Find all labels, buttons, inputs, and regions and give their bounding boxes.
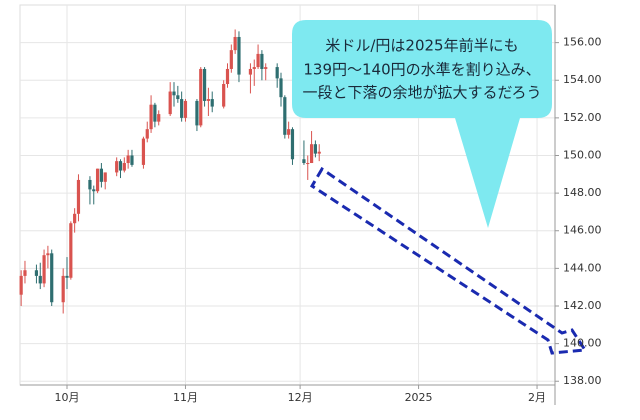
candle-body [118, 161, 123, 171]
candle-body [199, 68, 203, 126]
y-tick-label: 142.00 [563, 299, 602, 312]
candle-body [225, 68, 230, 85]
annotation: 米ドル/円は2025年前半にも [325, 37, 518, 55]
candle-body [313, 144, 317, 154]
y-tick-label: 152.00 [563, 111, 602, 124]
candle-body [103, 172, 107, 182]
y-tick-label: 148.00 [563, 186, 602, 199]
candle-body [73, 213, 77, 224]
candle-body [195, 100, 199, 126]
candle-body [202, 68, 207, 101]
y-tick-label: 150.00 [563, 148, 602, 161]
candles [19, 29, 321, 314]
callout-bubble [292, 20, 552, 228]
candle-body [149, 104, 153, 130]
candle-body [42, 255, 46, 284]
x-tick-label: 2月 [528, 391, 546, 404]
candle-body [210, 99, 214, 107]
candle-body [275, 67, 279, 79]
candle-body [88, 179, 92, 190]
candle-body [176, 95, 180, 100]
y-tick-label: 140.00 [563, 337, 602, 350]
candle-body [248, 68, 253, 75]
annotation: 139円～140円の水準を割り込み、 [303, 61, 540, 79]
candle-body [145, 129, 149, 139]
y-tick-label: 156.00 [563, 36, 602, 49]
candle-body [180, 99, 184, 118]
candle-body [283, 97, 287, 135]
candle-body [306, 163, 310, 165]
annotation: 一段と下落の余地が拡大するだろう [302, 84, 541, 102]
forecast-arrow [309, 166, 588, 355]
x-tick-label: 11月 [173, 391, 198, 404]
candle-body [23, 270, 27, 276]
candle-body [252, 67, 256, 69]
y-tick-label: 154.00 [563, 73, 602, 86]
candle-body [153, 104, 157, 122]
candle-body [141, 138, 146, 165]
candle-body [233, 36, 237, 51]
candle-body [287, 129, 291, 135]
candle-body [95, 168, 100, 192]
candle-body [168, 91, 172, 115]
candle-body [130, 155, 134, 165]
candle-body [122, 163, 126, 171]
candle-body [279, 78, 283, 98]
candle-body [237, 36, 241, 75]
x-tick-label: 12月 [288, 391, 313, 404]
candle-body [46, 253, 50, 256]
y-tick-label: 138.00 [563, 374, 602, 387]
candle-body [38, 275, 42, 284]
candle-body [183, 100, 188, 118]
y-tick-label: 146.00 [563, 224, 602, 237]
candle-body [99, 168, 103, 182]
candle-body [76, 179, 81, 214]
candle-body [69, 223, 73, 278]
y-tick-label: 144.00 [563, 261, 602, 274]
candle-body [229, 50, 233, 69]
candle-body [206, 99, 210, 101]
candle-body [19, 275, 23, 295]
candle-body [222, 84, 226, 107]
candle-body [260, 53, 264, 69]
x-tick-label: 2025 [405, 391, 433, 404]
candle-body [256, 53, 260, 68]
candle-body [115, 161, 119, 173]
candle-body [309, 144, 314, 164]
candle-body [92, 189, 96, 192]
candle-body [34, 270, 39, 276]
candle-body [157, 114, 161, 122]
candle-body [317, 151, 321, 154]
candle-body [302, 159, 306, 164]
x-tick-label: 10月 [55, 391, 80, 404]
candle-body [61, 275, 65, 303]
candle-body [172, 91, 176, 96]
candle-body [65, 275, 69, 278]
candle-body [50, 253, 54, 303]
candle-body [290, 129, 295, 160]
candle-body [264, 67, 268, 69]
candle-body [126, 155, 130, 164]
